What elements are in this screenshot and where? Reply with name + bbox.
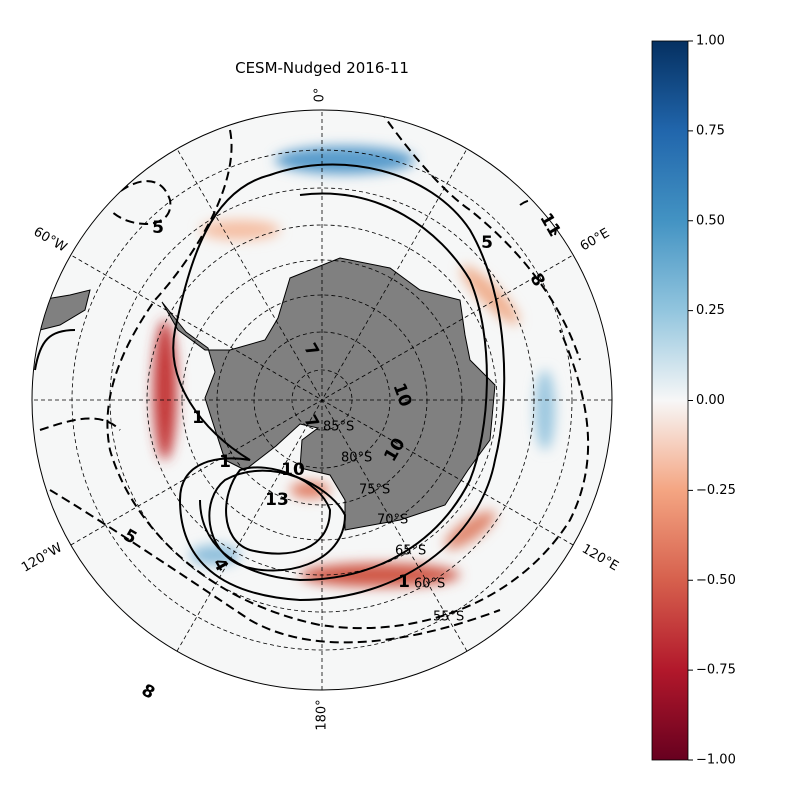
lat-label: 55°S	[433, 610, 464, 625]
lat-label: 75°S	[359, 483, 390, 498]
lat-label: 60°S	[414, 577, 445, 592]
lat-label: 80°S	[341, 451, 372, 466]
colorbar-tick-label: −1.00	[696, 753, 736, 768]
colorbar-tick-label: −0.25	[696, 483, 736, 498]
colorbar-tick-label: 0.75	[696, 123, 725, 138]
lon-label: 0°	[313, 88, 328, 103]
lon-label: 60°W	[31, 225, 70, 256]
lon-label: 120°W	[19, 540, 65, 575]
meridian	[70, 254, 574, 546]
map-boundary	[31, 109, 613, 691]
contour-label: 1	[192, 408, 204, 428]
anomaly-shading	[153, 146, 555, 587]
lat-labels: 85°S 80°S 75°S 70°S 65°S 60°S 55°S	[323, 420, 464, 625]
colorbar-tick-label: 1.00	[696, 34, 725, 49]
lat-label: 65°S	[395, 544, 426, 559]
lon-label: 120°E	[579, 542, 621, 575]
contour-label: 8	[138, 680, 158, 703]
map-title: CESM-Nudged 2016-11	[235, 59, 409, 77]
contours	[34, 163, 506, 602]
colorbar-tick-label: −0.75	[696, 663, 736, 678]
colorbar-tick-label: −0.50	[696, 573, 736, 588]
lon-label: 180°	[315, 699, 330, 730]
contour-label: 13	[265, 490, 289, 510]
graticule	[32, 110, 612, 690]
contour-label: 5	[481, 233, 493, 253]
antarctica	[161, 257, 496, 531]
contour-label: 10	[281, 460, 305, 480]
contour-label: 1	[219, 452, 231, 472]
lat-label: 70°S	[377, 513, 408, 528]
map-area	[32, 110, 612, 690]
contour-label: 1	[398, 572, 410, 592]
colorbar	[651, 40, 689, 761]
lat-label: 85°S	[323, 420, 354, 435]
colorbar-tick-label: 0.00	[696, 393, 725, 408]
colorbar-tick-label: 0.25	[696, 303, 725, 318]
lon-label: 60°E	[578, 226, 613, 255]
colorbar-ticks: 1.00 0.75 0.50 0.25 0.00 −0.25 −0.50 −0.75 −1.00	[688, 34, 736, 768]
colorbar-tick-label: 0.50	[696, 213, 725, 228]
contour-label: 5	[152, 218, 164, 238]
